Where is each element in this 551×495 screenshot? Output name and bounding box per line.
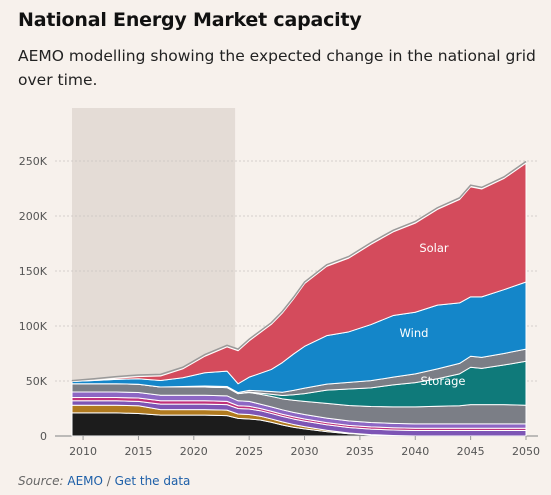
series-label-wind: Wind xyxy=(400,326,429,340)
chart-subtitle: AEMO modelling showing the expected chan… xyxy=(18,47,536,89)
source-separator: / xyxy=(106,474,111,488)
total-outline xyxy=(71,160,527,382)
x-tick-label: 2050 xyxy=(512,445,540,458)
x-tick-label: 2015 xyxy=(124,445,152,458)
x-tick-label: 2010 xyxy=(69,445,97,458)
get-data-link[interactable]: Get the data xyxy=(114,474,191,488)
series-label-storage: Storage xyxy=(421,374,466,388)
source-label: Source: xyxy=(18,474,64,488)
y-tick-label: 50K xyxy=(26,375,48,388)
y-axis-ticks: 0 50K 100K 150K 200K 250K xyxy=(19,155,48,443)
series-label-solar: Solar xyxy=(419,241,449,255)
x-tick-label: 2035 xyxy=(346,445,374,458)
chart-title: National Energy Market capacity xyxy=(18,9,362,31)
x-tick-label: 2025 xyxy=(235,445,263,458)
x-tick-label: 2040 xyxy=(401,445,429,458)
x-tick-label: 2030 xyxy=(291,445,319,458)
source-line: Source: AEMO / Get the data xyxy=(18,474,190,488)
x-tick-label: 2020 xyxy=(180,445,208,458)
y-tick-label: 0 xyxy=(40,430,47,443)
series-areas xyxy=(71,160,527,437)
y-tick-label: 100K xyxy=(19,320,48,333)
series-labels: Solar Wind Storage xyxy=(400,241,466,388)
x-axis-ticks: 2010 2015 2020 2025 2030 2035 2040 2045 2050 xyxy=(69,436,540,458)
x-tick-label: 2045 xyxy=(457,445,485,458)
y-tick-label: 150K xyxy=(19,265,48,278)
y-tick-label: 200K xyxy=(19,210,48,223)
source-link[interactable]: AEMO xyxy=(67,474,103,488)
area-solar xyxy=(71,162,527,385)
y-tick-label: 250K xyxy=(19,155,48,168)
